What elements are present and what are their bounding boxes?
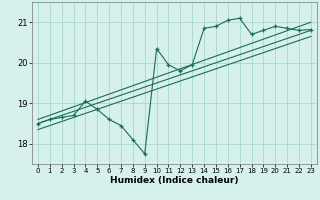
X-axis label: Humidex (Indice chaleur): Humidex (Indice chaleur) <box>110 176 239 185</box>
